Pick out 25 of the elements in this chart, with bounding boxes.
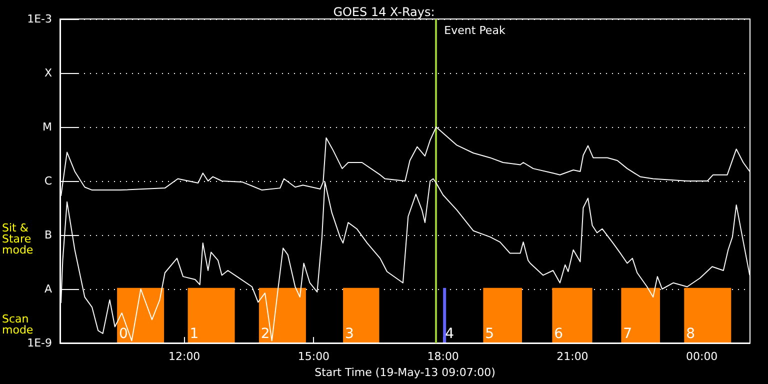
x-tick-label: 12:00: [168, 350, 200, 363]
band-label: 8: [686, 326, 696, 342]
text: Scan mode: [2, 312, 34, 337]
chart-title: GOES 14 X-Rays:: [333, 5, 435, 19]
band-label: 1: [190, 326, 199, 342]
ref-line-label: Event Peak: [444, 24, 506, 37]
x-tick-label: 18:00: [427, 350, 459, 363]
y-tick-label: A: [44, 282, 52, 296]
x-tick-label: 00:00: [686, 350, 718, 363]
y-tick-label: M: [42, 120, 52, 134]
y-tick-label: 1E-3: [27, 12, 52, 26]
band-label: 6: [554, 326, 564, 342]
band-label: 5: [485, 326, 494, 342]
band-label: 7: [623, 326, 632, 342]
x-tick-label: 15:00: [298, 350, 330, 363]
y-tick-label: B: [44, 228, 52, 242]
band-label: 0: [119, 326, 128, 342]
y-tick-label: C: [44, 174, 52, 188]
y-tick-label: X: [44, 66, 52, 80]
x-axis-title: Start Time (19-May-13 09:07:00): [314, 366, 496, 379]
band-label: 2: [260, 326, 270, 342]
y-tick-label: 1E-9: [27, 336, 52, 350]
text: Sit & Stare mode: [2, 222, 35, 257]
band-label: 3: [345, 326, 354, 342]
x-tick-label: 21:00: [556, 350, 588, 363]
